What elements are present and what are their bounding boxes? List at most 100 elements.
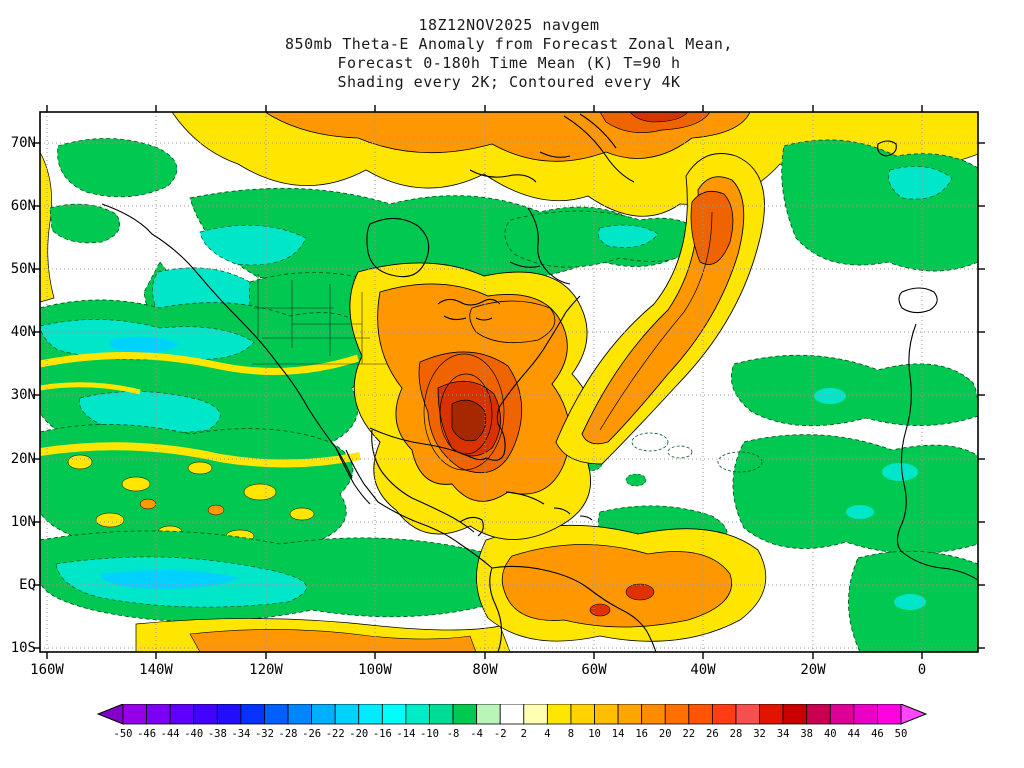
colorbar-tick-label: -40 (184, 728, 203, 740)
colorbar-tick-label: -10 (420, 728, 439, 740)
colorbar-segment (146, 704, 171, 725)
colorbar-segment (240, 704, 265, 725)
colorbar-segment (169, 704, 195, 725)
colorbar-tick-label: -14 (396, 728, 415, 740)
colorbar-segment (735, 704, 760, 725)
colorbar-tick-label: -38 (208, 728, 227, 740)
map-plot (33, 105, 985, 659)
colorbar-segment (193, 704, 218, 725)
coastlines (101, 113, 978, 652)
colorbar-segment (452, 704, 478, 725)
lat-tick-label: 60N (10, 198, 36, 214)
colorbar-tick-label: 14 (612, 728, 625, 740)
colorbar-tick-label: -46 (137, 728, 156, 740)
graticule-gridlines (40, 112, 978, 652)
colorbar-segment (122, 704, 147, 725)
colorbar-tick-label: 22 (682, 728, 695, 740)
title-line-3: Forecast 0-180h Time Mean (K) T=90 h (337, 54, 681, 72)
colorbar-tick-label: -22 (326, 728, 345, 740)
colorbar-tick-label: 34 (777, 728, 790, 740)
colorbar-tick-label: 50 (895, 728, 908, 740)
colorbar: -50 -46 -44 -40 -38 -34 -32 -28 -26 -22 -20 -16 -14-… (97, 704, 927, 740)
colorbar-segment (476, 704, 501, 725)
colorbar-tick-label: -8 (447, 728, 460, 740)
lon-tick-label: 60W (581, 662, 607, 678)
colorbar-segment (641, 704, 666, 725)
colorbar-right-arrow (900, 704, 927, 725)
colorbar-tick-label: 16 (635, 728, 648, 740)
colorbar-tick-label: 2 (521, 728, 527, 740)
lat-tick-label: 10N (10, 514, 36, 530)
colorbar-segment (358, 704, 383, 725)
lat-tick-label: EQ (19, 577, 36, 593)
colorbar-tick-label: 28 (730, 728, 743, 740)
colorbar-tick-label: 46 (871, 728, 884, 740)
state-borders (252, 274, 388, 365)
lat-tick-label: 30N (10, 387, 36, 403)
colorbar-segment (546, 704, 572, 725)
lon-tick-label: 160W (30, 662, 64, 678)
lat-tick-label: 70N (10, 135, 36, 151)
colorbar-segment (570, 704, 595, 725)
colorbar-segment (523, 704, 548, 725)
colorbar-tick-label: 8 (568, 728, 574, 740)
title-line-2: 850mb Theta-E Anomaly from Forecast Zona… (285, 35, 733, 53)
colorbar-tick-label: 44 (848, 728, 861, 740)
lon-tick-label: 120W (249, 662, 283, 678)
colorbar-tick-label: 4 (544, 728, 550, 740)
title-line-1: 18Z12NOV2025 navgem (418, 16, 600, 34)
colorbar-segment (264, 704, 289, 725)
colorbar-tick-label: -4 (470, 728, 483, 740)
colorbar-tick-label: -2 (494, 728, 507, 740)
colorbar-segment (617, 704, 643, 725)
colorbar-tick-label: -26 (302, 728, 321, 740)
colorbar-segment (782, 704, 808, 725)
figure-title-block: 18Z12NOV2025 navgem 850mb Theta-E Anomal… (0, 16, 1018, 92)
lon-tick-label: 20W (800, 662, 826, 678)
lat-tick-label: 50N (10, 261, 36, 277)
colorbar-tick-label: -32 (255, 728, 274, 740)
colorbar-tick-label: 26 (706, 728, 719, 740)
lon-tick-label: 100W (358, 662, 392, 678)
lat-tick-label: 10S (10, 640, 36, 656)
colorbar-segment (829, 704, 855, 725)
colorbar-tick-label: -44 (161, 728, 180, 740)
colorbar-segment (594, 704, 619, 725)
colorbar-tick-label: -20 (349, 728, 368, 740)
colorbar-tick-label: -16 (373, 728, 392, 740)
colorbar-tick-label: 20 (659, 728, 672, 740)
colorbar-segment (759, 704, 784, 725)
colorbar-tick-label: -34 (231, 728, 250, 740)
colorbar-segment (287, 704, 313, 725)
colorbar-segment (381, 704, 407, 725)
lon-tick-label: 0 (917, 662, 927, 678)
colorbar-tick-label: 32 (753, 728, 766, 740)
colorbar-tick-label: 10 (588, 728, 601, 740)
lat-tick-label: 20N (10, 451, 36, 467)
title-line-4: Shading every 2K; Contoured every 4K (337, 73, 681, 91)
colorbar-segment (499, 704, 525, 725)
colorbar-left-arrow (97, 704, 124, 725)
colorbar-tick-label: -50 (114, 728, 133, 740)
colorbar-segment (877, 704, 902, 725)
colorbar-segment (711, 704, 737, 725)
colorbar-segment (688, 704, 713, 725)
axis-ticks (33, 105, 985, 659)
lon-tick-label: 140W (139, 662, 173, 678)
map-frame (39, 111, 979, 653)
colorbar-segment (311, 704, 336, 725)
colorbar-segment (806, 704, 831, 725)
lon-tick-label: 40W (690, 662, 716, 678)
colorbar-segment (853, 704, 878, 725)
lon-tick-label: 80W (472, 662, 498, 678)
colorbar-segment (429, 704, 454, 725)
colorbar-segment (405, 704, 430, 725)
colorbar-tick-label: -28 (279, 728, 298, 740)
colorbar-tick-label: 40 (824, 728, 837, 740)
colorbar-segment (664, 704, 690, 725)
map-shading-group (40, 112, 978, 652)
colorbar-segment (334, 704, 360, 725)
colorbar-segment (216, 704, 242, 725)
lat-tick-label: 40N (10, 324, 36, 340)
